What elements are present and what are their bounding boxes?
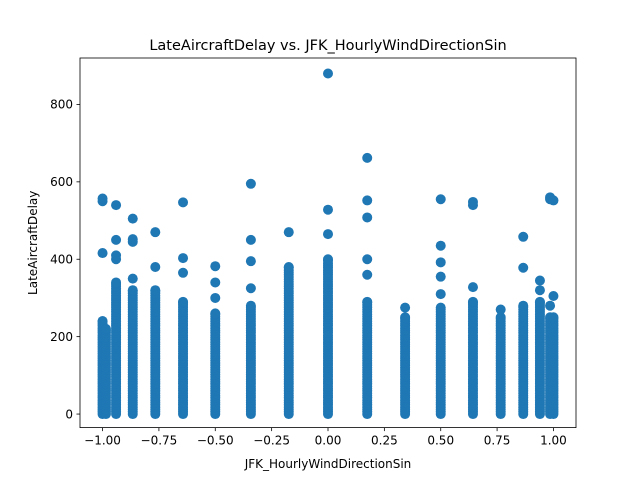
x-tick-label: 0.00 [315, 434, 342, 448]
data-point [127, 213, 138, 224]
x-tick-label: −0.75 [141, 434, 178, 448]
data-point [127, 234, 138, 245]
y-tick-label: 800 [50, 98, 73, 112]
data-point [111, 250, 122, 261]
data-point [362, 269, 373, 280]
data-point [435, 289, 446, 300]
y-tick-label: 0 [65, 407, 73, 421]
data-point [111, 200, 122, 211]
data-point [210, 277, 221, 288]
data-point [127, 285, 138, 296]
data-point [518, 262, 529, 273]
y-tick-label: 400 [50, 253, 73, 267]
data-point [323, 229, 333, 240]
data-point [362, 152, 373, 163]
data-point [245, 256, 256, 267]
x-tick-label: 0.75 [484, 434, 511, 448]
x-tick-label: −1.00 [84, 434, 121, 448]
data-point [245, 178, 256, 189]
data-point [435, 257, 446, 268]
x-tick-label: 1.00 [540, 434, 567, 448]
data-point [362, 254, 373, 265]
data-point [97, 248, 108, 259]
data-point [100, 323, 111, 334]
x-tick-label: 0.25 [371, 434, 398, 448]
y-tick-label: 600 [50, 175, 73, 189]
data-point [111, 234, 122, 245]
data-point [283, 227, 294, 238]
data-point [534, 275, 545, 286]
data-point [245, 283, 256, 294]
data-point [545, 300, 556, 311]
data-point [127, 273, 138, 284]
data-point [111, 277, 122, 288]
data-point [210, 261, 221, 272]
data-point [495, 304, 506, 315]
data-point [518, 300, 529, 311]
data-point [435, 194, 446, 205]
data-point [150, 261, 161, 272]
data-point [400, 302, 411, 313]
data-point [362, 212, 373, 223]
data-point [435, 240, 446, 251]
data-point [178, 296, 189, 307]
data-point [245, 300, 256, 311]
data-point [178, 197, 189, 208]
data-point [178, 267, 189, 278]
y-tick-label: 200 [50, 330, 73, 344]
chart-title: LateAircraftDelay vs. JFK_HourlyWindDire… [149, 38, 506, 54]
data-point [150, 285, 161, 296]
x-axis-label: JFK_HourlyWindDirectionSin [244, 457, 412, 471]
data-point [518, 231, 529, 242]
data-point [467, 296, 478, 307]
x-tick-label: −0.25 [253, 434, 290, 448]
data-point [548, 195, 559, 206]
data-point [435, 302, 446, 313]
data-point [548, 291, 559, 302]
y-axis-label: LateAircraftDelay [26, 191, 40, 295]
x-tick-label: 0.50 [427, 434, 454, 448]
data-point [534, 285, 545, 296]
data-points [97, 68, 559, 420]
data-point [245, 234, 256, 245]
data-point [323, 254, 333, 265]
data-point [178, 253, 189, 264]
data-point [323, 204, 333, 215]
data-point [97, 193, 108, 204]
data-point [210, 308, 221, 319]
data-point [534, 296, 545, 307]
data-point [467, 282, 478, 293]
data-point [150, 227, 161, 238]
data-point [210, 292, 221, 303]
data-point [400, 312, 411, 323]
data-point [495, 312, 506, 323]
data-point [467, 196, 478, 207]
data-point [435, 271, 446, 282]
y-axis-ticks: 0 200 400 600 800 [50, 98, 80, 421]
data-point [323, 68, 333, 79]
data-point [362, 195, 373, 206]
data-point [283, 261, 294, 272]
data-point [97, 316, 108, 327]
x-axis-ticks: −1.00 −0.75 −0.50 −0.25 0.00 0.25 0.50 0.75 1.00 [84, 427, 567, 448]
x-tick-label: −0.50 [197, 434, 234, 448]
data-point [362, 296, 373, 307]
data-point [548, 312, 559, 323]
